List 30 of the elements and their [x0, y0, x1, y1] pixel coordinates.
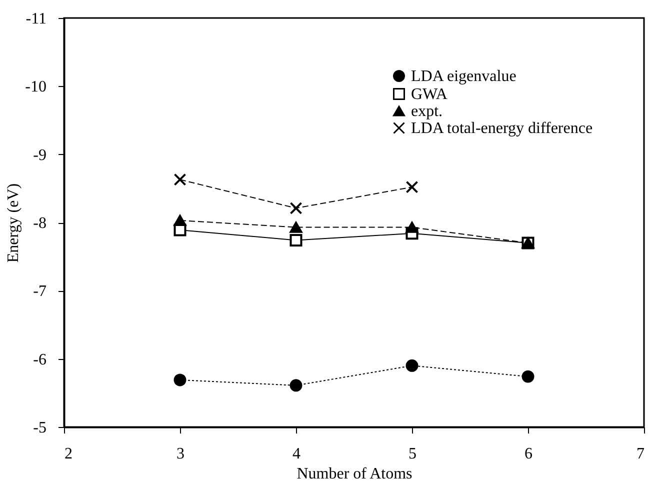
- y-axis-title: Energy (eV): [5, 183, 22, 263]
- y-tick-label: -8: [33, 215, 46, 232]
- point: [290, 202, 302, 214]
- y-tick-label: -5: [33, 420, 46, 436]
- point: [174, 214, 186, 226]
- point: [406, 180, 418, 194]
- x-tick-label: 6: [524, 446, 532, 462]
- point: [174, 173, 186, 186]
- x-axis-title: Number of Atoms: [296, 466, 412, 482]
- x-tick-label: 3: [176, 446, 184, 462]
- y-tick-label: -9: [33, 146, 46, 164]
- point: [522, 370, 534, 383]
- point: [406, 359, 418, 372]
- y-tick-label: -10: [25, 78, 46, 96]
- x-tick-label: 2: [64, 446, 72, 462]
- y-tick-label: -6: [33, 351, 46, 368]
- y-tick-label: -7: [33, 283, 46, 300]
- legend-label: LDA eigenvalue: [411, 68, 516, 85]
- point: [174, 374, 186, 386]
- y-tick-label: -11: [26, 10, 46, 28]
- point: [290, 379, 302, 392]
- legend-label: GWA: [411, 86, 448, 103]
- point: [290, 222, 302, 233]
- x-tick-label: 5: [408, 446, 416, 462]
- legend-label: LDA total-energy difference: [411, 120, 593, 137]
- point: [290, 234, 302, 246]
- point: [406, 222, 418, 233]
- legend-label: expt.: [411, 103, 443, 120]
- x-tick-label: 7: [636, 446, 644, 462]
- x-tick-label: 4: [292, 446, 300, 462]
